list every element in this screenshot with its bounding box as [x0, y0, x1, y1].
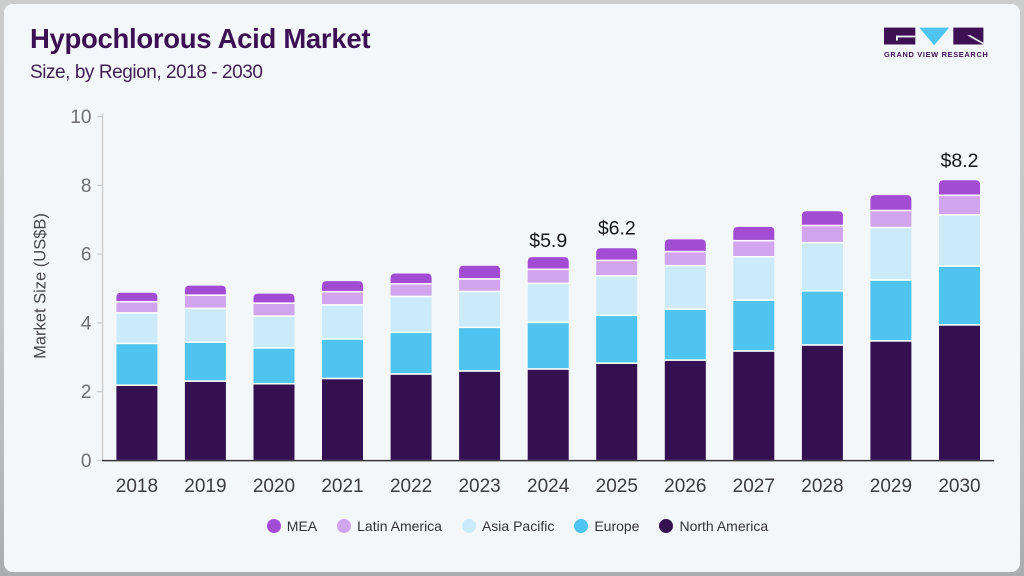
svg-text:2021: 2021	[321, 476, 363, 497]
svg-text:2018: 2018	[116, 476, 158, 497]
svg-text:2029: 2029	[870, 476, 912, 497]
svg-text:2023: 2023	[458, 476, 500, 497]
svg-text:2024: 2024	[527, 476, 570, 497]
svg-text:2025: 2025	[596, 476, 638, 497]
svg-text:8: 8	[81, 176, 92, 197]
svg-text:2020: 2020	[253, 476, 295, 497]
svg-text:$6.2: $6.2	[598, 218, 636, 240]
svg-text:2019: 2019	[184, 476, 226, 497]
svg-text:0: 0	[81, 451, 92, 472]
svg-text:$8.2: $8.2	[941, 150, 979, 172]
svg-text:$5.9: $5.9	[529, 230, 567, 252]
svg-text:10: 10	[70, 107, 91, 128]
svg-text:2027: 2027	[733, 476, 775, 497]
svg-text:4: 4	[81, 314, 92, 335]
svg-text:2030: 2030	[938, 476, 980, 497]
svg-text:2026: 2026	[664, 476, 706, 497]
svg-text:2: 2	[81, 382, 92, 403]
svg-text:6: 6	[81, 245, 92, 266]
svg-text:2022: 2022	[390, 476, 432, 497]
svg-text:2028: 2028	[801, 476, 843, 497]
svg-text:GRAND VIEW RESEARCH: GRAND VIEW RESEARCH	[884, 50, 989, 59]
